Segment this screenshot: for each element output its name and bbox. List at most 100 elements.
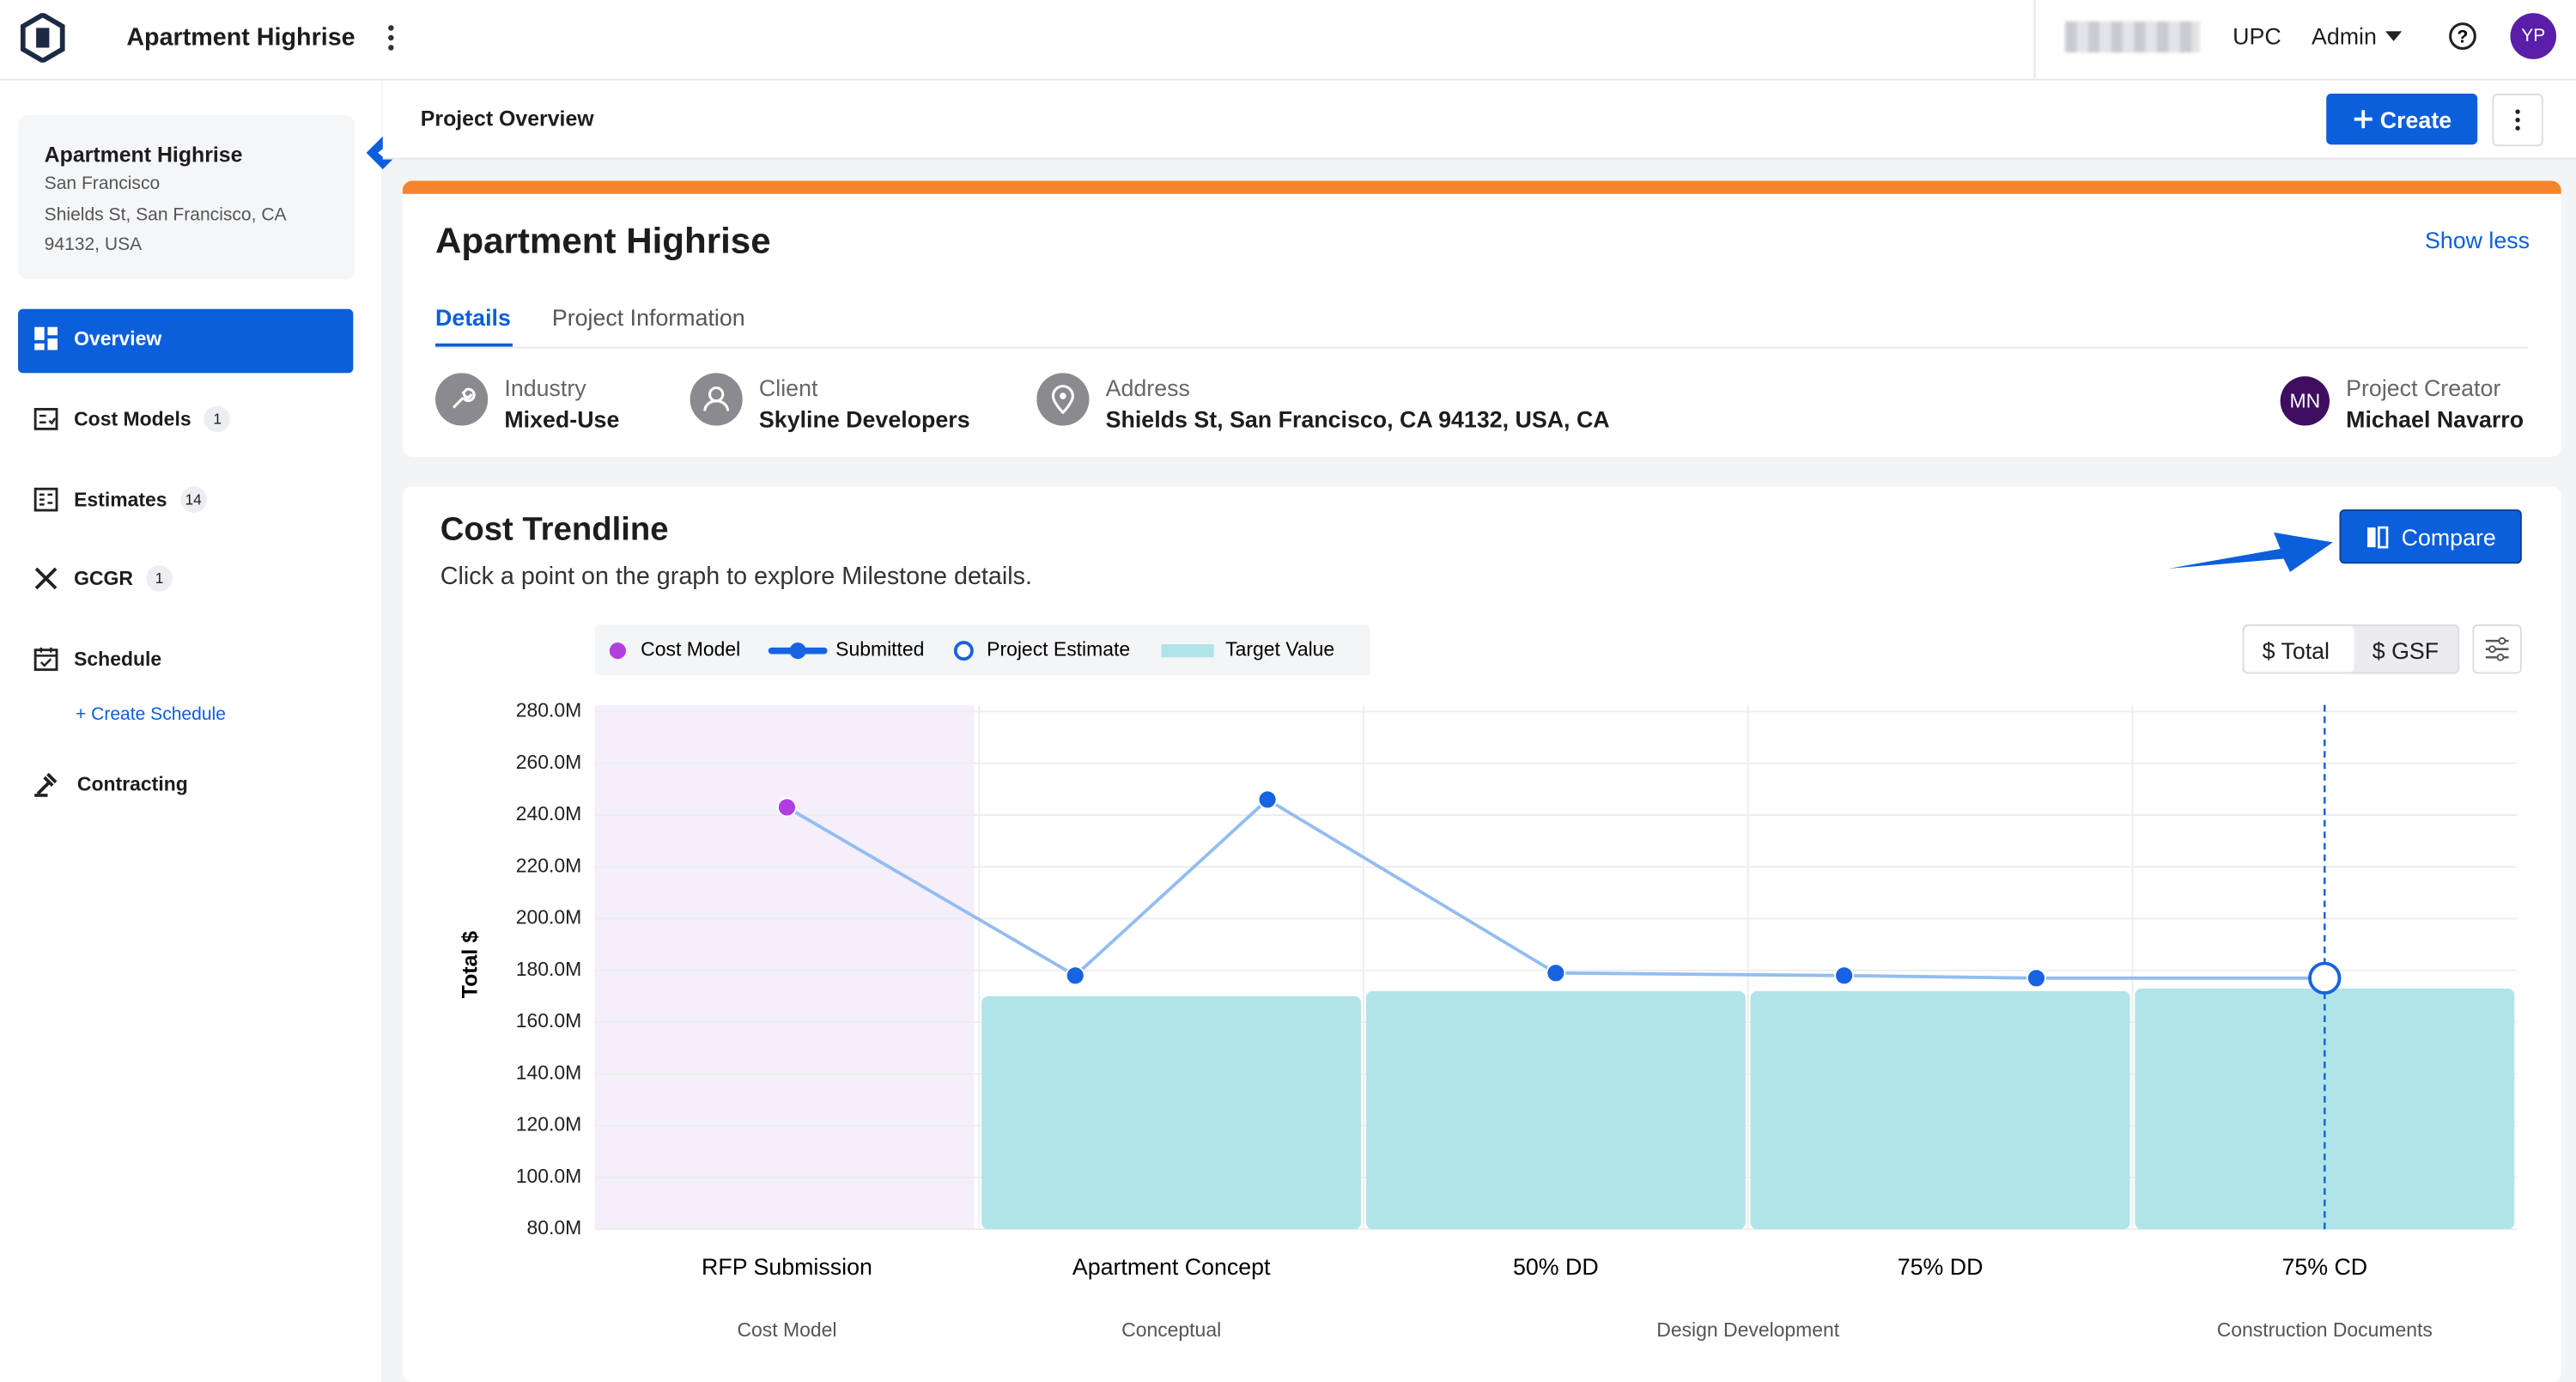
tab-divider xyxy=(435,346,2529,349)
data-point xyxy=(1834,965,1855,986)
toggle-total[interactable]: $ Total xyxy=(2262,637,2330,664)
create-button[interactable]: Create xyxy=(2326,94,2478,145)
compare-button[interactable]: Compare xyxy=(2339,509,2522,564)
kebab-menu[interactable] xyxy=(385,23,398,52)
data-point xyxy=(776,797,797,818)
caret xyxy=(2385,31,2403,41)
annotation-arrow xyxy=(2168,532,2333,572)
y-axis-label: Total $ xyxy=(459,931,483,998)
toggle-gsf[interactable]: $ GSF xyxy=(2372,637,2439,664)
field-value: Shields St, San Francisco, CA 94132, USA… xyxy=(1105,405,1610,433)
x-tick-label: 75% CD xyxy=(2281,1254,2367,1280)
nav-estimates[interactable]: Estimates 14 xyxy=(33,486,207,513)
show-less-link[interactable]: Show less xyxy=(2424,227,2530,253)
trend-line xyxy=(786,797,2325,980)
y-tick-label: 280.0M xyxy=(516,699,582,721)
y-tick-label: 140.0M xyxy=(516,1061,582,1083)
nav-schedule[interactable]: Schedule xyxy=(33,646,161,673)
page-bar xyxy=(382,80,2576,160)
field-label: Industry xyxy=(504,374,586,401)
y-tick-label: 80.0M xyxy=(527,1216,582,1239)
y-tick-label: 160.0M xyxy=(516,1009,582,1032)
page-title: Project Overview xyxy=(420,106,594,131)
status-bar xyxy=(402,180,2561,194)
nav-label: Contracting xyxy=(76,772,188,796)
field-label: Address xyxy=(1105,374,1190,401)
more-button[interactable] xyxy=(2492,94,2543,147)
unit-toggle xyxy=(2242,624,2460,674)
create-label: Create xyxy=(2379,106,2452,133)
project-name: Apartment Highrise xyxy=(44,142,243,167)
org[interactable]: UPC xyxy=(2233,22,2281,50)
nav-cost-models[interactable]: Cost Models 1 xyxy=(33,405,231,433)
nav-active-bg xyxy=(18,308,354,374)
legend-label: Cost Model xyxy=(641,638,740,661)
tab-details[interactable]: Details xyxy=(435,303,511,331)
user-avatar[interactable]: YP xyxy=(2510,13,2557,59)
nav-badge: 1 xyxy=(204,405,231,433)
creator-avatar: MN xyxy=(2280,376,2330,426)
client-icon xyxy=(690,373,743,426)
data-point xyxy=(1257,789,1278,810)
legend-swatch xyxy=(789,642,806,660)
legend-swatch xyxy=(953,641,974,661)
field-value: Michael Navarro xyxy=(2346,405,2524,433)
chart-title: Cost Trendline xyxy=(440,511,669,549)
settings-button[interactable] xyxy=(2472,624,2522,674)
compare-label: Compare xyxy=(2401,523,2496,550)
target-bar xyxy=(981,995,1362,1230)
toggle-selected xyxy=(2244,625,2354,673)
y-tick-label: 260.0M xyxy=(516,751,582,773)
app-title: Apartment Highrise xyxy=(126,23,355,52)
phase-label: Design Development xyxy=(1656,1318,1840,1341)
phase-shade xyxy=(594,704,975,1230)
y-tick-label: 120.0M xyxy=(516,1113,582,1135)
nav-label: Cost Models xyxy=(74,407,191,431)
nav-label: GCGR xyxy=(74,567,133,590)
nav-label: Schedule xyxy=(74,647,162,671)
nav-label: Estimates xyxy=(74,488,167,512)
nav-gcgr[interactable]: GCGR 1 xyxy=(33,565,173,592)
create-schedule-link[interactable]: + Create Schedule xyxy=(76,704,226,725)
project-summary xyxy=(18,114,355,280)
help-icon[interactable]: ? xyxy=(2448,21,2477,51)
phase-label: Cost Model xyxy=(737,1318,836,1341)
phase-label: Conceptual xyxy=(1121,1318,1221,1341)
data-point xyxy=(2308,961,2342,995)
nav-label: Overview xyxy=(74,326,162,350)
target-bar xyxy=(1750,990,2130,1230)
field-label: Client xyxy=(758,374,818,401)
project-title: Apartment Highrise xyxy=(435,220,771,262)
data-point xyxy=(1065,965,1085,986)
svg-text:?: ? xyxy=(2458,27,2469,47)
chart-subtitle: Click a point on the graph to explore Mi… xyxy=(440,563,1032,591)
nav-contracting[interactable]: Contracting xyxy=(33,770,188,797)
legend-label: Submitted xyxy=(835,638,924,661)
data-point xyxy=(1546,963,1566,983)
x-tick-label: RFP Submission xyxy=(702,1254,872,1280)
tab-underline xyxy=(435,343,513,347)
y-tick-label: 100.0M xyxy=(516,1165,582,1187)
project-address: Shields St, San Francisco, CA 94132, USA xyxy=(44,205,286,255)
sidebar xyxy=(0,80,381,1382)
y-tick-label: 180.0M xyxy=(516,958,582,980)
legend-swatch xyxy=(1161,644,1214,658)
x-tick-label: Apartment Concept xyxy=(1072,1254,1271,1280)
legend-label: Project Estimate xyxy=(987,638,1130,661)
blurred-user xyxy=(2064,21,2200,53)
legend-box xyxy=(594,624,1370,676)
industry-icon xyxy=(435,373,489,426)
divider xyxy=(2033,0,2036,79)
tab-project-info[interactable]: Project Information xyxy=(551,303,745,331)
logo[interactable] xyxy=(20,13,66,63)
field-value: Skyline Developers xyxy=(758,405,970,433)
legend-label: Target Value xyxy=(1225,638,1334,661)
role-menu[interactable]: Admin xyxy=(2311,22,2377,50)
x-tick-label: 50% DD xyxy=(1513,1254,1599,1280)
nav-badge: 1 xyxy=(146,565,173,592)
y-tick-label: 240.0M xyxy=(516,802,582,825)
target-bar xyxy=(1365,990,1746,1230)
nav-overview[interactable]: Overview xyxy=(33,326,161,352)
